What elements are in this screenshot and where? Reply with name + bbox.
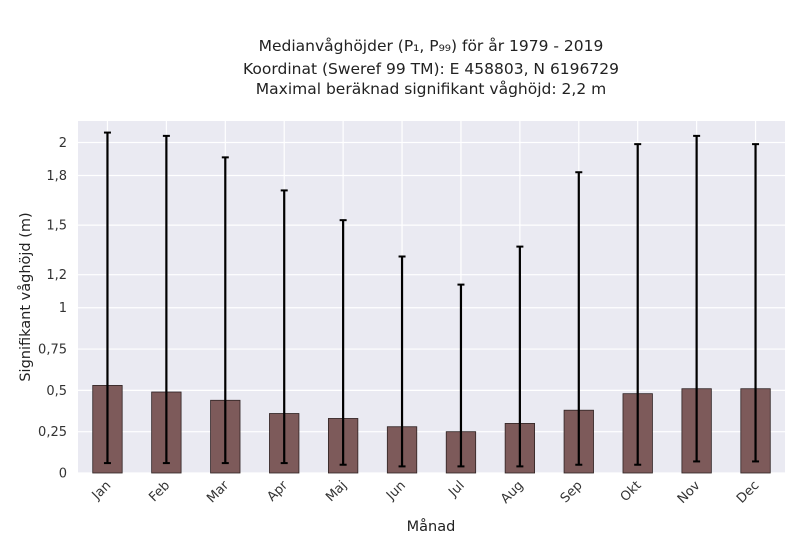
y-tick-label: 1 bbox=[59, 301, 67, 316]
x-tick-label: Aug bbox=[498, 478, 527, 507]
y-tick-label: 0,5 bbox=[46, 384, 67, 399]
x-tick-label: Nov bbox=[675, 478, 704, 507]
x-tick-label: Jun bbox=[383, 478, 409, 504]
y-tick-label: 0,75 bbox=[38, 343, 67, 358]
x-tick-labels: Jan Feb Mar Apr Maj Jun Jul Aug Sep Okt Nov Dec bbox=[89, 478, 763, 507]
y-tick-labels: 0 0,25 0,5 0,75 1 1,2 1,5 1,8 2 bbox=[38, 136, 67, 482]
x-tick-label: Jul bbox=[445, 478, 467, 500]
chart-title: Medianvåghöjder (P₁, P₉₉) för år 1979 - … bbox=[243, 37, 619, 98]
y-tick-label: 1,5 bbox=[46, 219, 67, 234]
y-tick-label: 0,25 bbox=[38, 425, 67, 440]
y-tick-label: 2 bbox=[59, 136, 67, 151]
y-axis-label: Signifikant våghöjd (m) bbox=[17, 212, 34, 381]
x-tick-label: Okt bbox=[618, 478, 645, 505]
x-tick-label: Jan bbox=[89, 478, 114, 503]
title-line-2: Koordinat (Sweref 99 TM): E 458803, N 61… bbox=[243, 60, 619, 78]
x-tick-label: Feb bbox=[146, 478, 173, 505]
y-tick-label: 0 bbox=[59, 467, 67, 482]
x-axis-label: Månad bbox=[407, 518, 456, 535]
y-tick-label: 1,2 bbox=[46, 268, 67, 283]
x-tick-label: Maj bbox=[323, 478, 350, 505]
y-tick-label: 1,8 bbox=[46, 169, 67, 184]
title-line-3: Maximal beräknad signifikant våghöjd: 2,… bbox=[256, 80, 606, 98]
x-tick-label: Dec bbox=[734, 478, 762, 506]
title-line-1: Medianvåghöjder (P₁, P₉₉) för år 1979 - … bbox=[259, 37, 604, 55]
x-tick-label: Mar bbox=[204, 478, 232, 506]
x-tick-label: Sep bbox=[558, 478, 586, 506]
plot-area bbox=[78, 121, 785, 473]
x-tick-label: Apr bbox=[265, 478, 292, 505]
error-bars bbox=[103, 131, 760, 468]
